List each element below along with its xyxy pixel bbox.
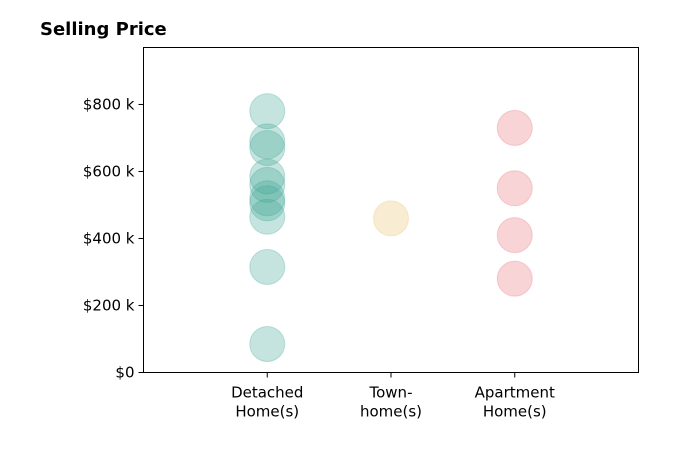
x-tick-label-line: Town- — [369, 384, 413, 402]
y-tick-label: $800 k — [83, 95, 135, 113]
x-tick-label-line: Detached — [231, 384, 303, 402]
data-point — [496, 260, 533, 297]
data-point — [249, 326, 286, 363]
y-tick-label: $200 k — [83, 296, 135, 314]
data-point — [249, 93, 286, 130]
data-point — [249, 180, 286, 217]
x-tick-label-line: Home(s) — [235, 403, 299, 421]
data-point — [249, 248, 286, 285]
x-tick-label: Town-home(s) — [360, 384, 422, 421]
data-point — [249, 130, 286, 167]
data-point — [249, 166, 286, 203]
y-tick-label: $400 k — [83, 229, 135, 247]
x-tick-label-line: Home(s) — [483, 403, 547, 421]
y-axis: $0 $200 k $400 k $600 k $800 k — [83, 95, 144, 382]
y-tick-label: $0 — [115, 364, 134, 382]
points-layer — [249, 93, 533, 363]
y-tick-label: $600 k — [83, 162, 135, 180]
data-point — [249, 185, 286, 222]
data-point — [496, 109, 533, 146]
x-tick-label-line: home(s) — [360, 403, 422, 421]
data-point — [249, 123, 286, 160]
data-point — [249, 158, 286, 195]
x-tick-label: Apartment Home(s) — [475, 384, 555, 421]
x-axis: Detached Home(s)Town-home(s)Apartment Home… — [231, 372, 555, 421]
data-point — [373, 200, 409, 237]
x-tick-label: Detached Home(s) — [231, 384, 303, 421]
data-point — [496, 170, 533, 207]
data-point — [496, 217, 533, 254]
chart-title: Selling Price — [40, 19, 167, 40]
data-point — [249, 198, 286, 235]
x-tick-label-line: Apartment — [475, 384, 555, 402]
